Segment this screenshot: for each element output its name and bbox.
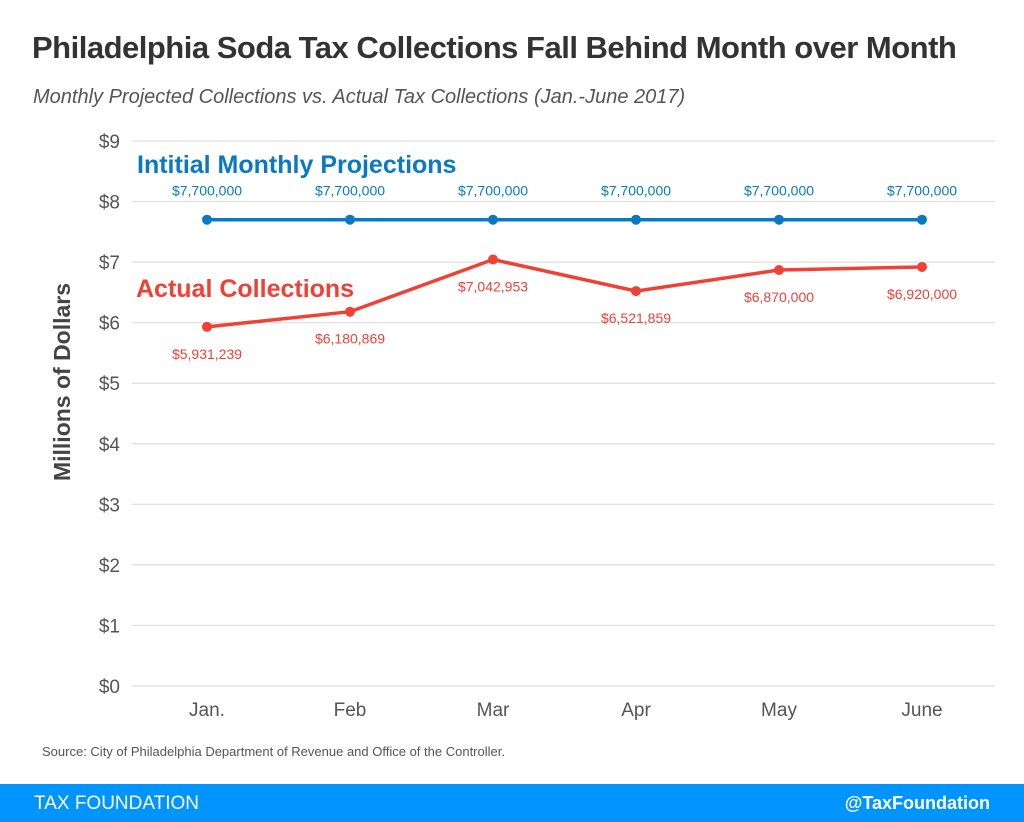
x-tick-label: Jan.: [189, 700, 225, 721]
y-axis-label: Millions of Dollars: [49, 283, 75, 481]
data-point: [917, 261, 927, 272]
data-label: $5,931,239: [172, 346, 242, 362]
y-tick-label: $4: [99, 435, 121, 456]
data-point: [917, 214, 927, 225]
data-label: $7,700,000: [601, 183, 671, 199]
data-label: $7,700,000: [458, 183, 528, 199]
data-label: $7,700,000: [887, 183, 957, 199]
y-tick-label: $3: [99, 495, 120, 516]
y-tick-label: $6: [99, 314, 120, 335]
data-label: $7,042,953: [458, 279, 528, 295]
data-point: [774, 264, 784, 275]
data-point: [345, 214, 355, 225]
x-tick-label: Feb: [334, 700, 367, 721]
y-tick-label: $9: [99, 132, 120, 153]
x-tick-label: May: [761, 700, 797, 721]
data-point: [345, 306, 355, 317]
chart-subtitle: Monthly Projected Collections vs. Actual…: [33, 86, 686, 108]
x-tick-label: Mar: [477, 700, 510, 721]
footer-brand: TAX FOUNDATION: [34, 793, 200, 814]
footer-bar: TAX FOUNDATION @TaxFoundation: [0, 784, 1024, 822]
x-tick-label: Apr: [621, 700, 651, 721]
series-label-actual: Actual Collections: [136, 275, 354, 303]
data-label: $6,521,859: [601, 310, 671, 326]
series-label-projections: Intitial Monthly Projections: [137, 151, 456, 179]
data-point: [488, 254, 498, 265]
data-point: [202, 321, 212, 332]
y-tick-label: $0: [99, 677, 120, 698]
y-tick-label: $8: [99, 193, 120, 214]
x-tick-label: June: [901, 700, 942, 721]
data-point: [202, 214, 212, 225]
y-tick-label: $5: [99, 374, 120, 395]
data-label: $6,920,000: [887, 286, 957, 302]
data-label: $6,180,869: [315, 331, 385, 347]
series-line: [206, 257, 923, 329]
footer-handle[interactable]: @TaxFoundation: [844, 793, 990, 813]
source-note: Source: City of Philadelphia Department …: [42, 744, 505, 759]
data-label: $7,700,000: [172, 183, 242, 199]
data-point: [631, 214, 641, 225]
data-point: [631, 286, 641, 297]
data-label: $7,700,000: [744, 183, 814, 199]
chart-title: Philadelphia Soda Tax Collections Fall B…: [32, 30, 957, 65]
data-point: [774, 214, 784, 225]
y-tick-label: $2: [99, 556, 120, 577]
data-label: $6,870,000: [744, 289, 814, 305]
data-point: [488, 214, 498, 225]
y-tick-label: $7: [99, 253, 120, 274]
data-label: $7,700,000: [315, 183, 385, 199]
y-tick-label: $1: [99, 616, 120, 637]
